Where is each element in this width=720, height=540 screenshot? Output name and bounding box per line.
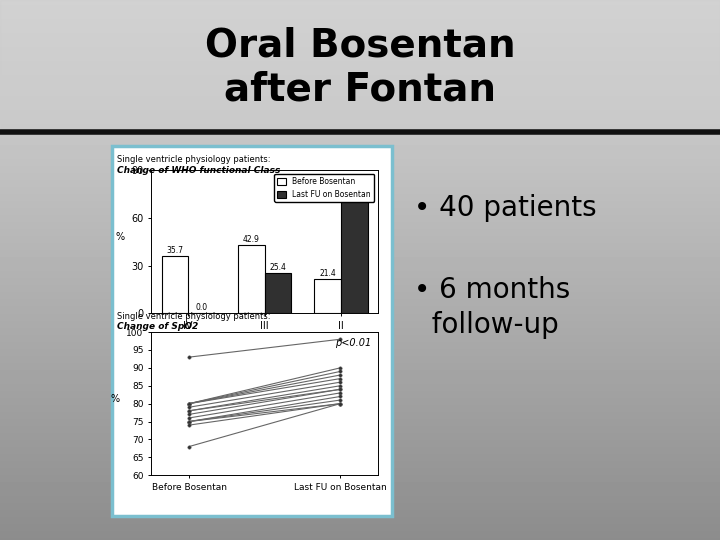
Text: 0.0: 0.0: [196, 303, 207, 312]
Y-axis label: %: %: [111, 394, 120, 403]
Legend: Before Bosentan, Last FU on Bosentan: Before Bosentan, Last FU on Bosentan: [274, 174, 374, 202]
Bar: [314, 279, 341, 313]
Text: 25.4: 25.4: [269, 262, 287, 272]
Text: 35.7: 35.7: [166, 246, 184, 255]
Text: 21.4: 21.4: [319, 269, 336, 278]
Text: p<0.01: p<0.01: [335, 338, 372, 348]
Y-axis label: %: %: [116, 232, 125, 241]
Text: 42.9: 42.9: [243, 235, 260, 244]
Bar: [0, 0, 720, 132]
Text: • 6 months
  follow-up: • 6 months follow-up: [414, 276, 570, 339]
Text: Change of WHO functional Class: Change of WHO functional Class: [117, 166, 281, 175]
Text: Single ventricle physiology patients:: Single ventricle physiology patients:: [117, 155, 271, 164]
Bar: [161, 256, 188, 313]
Bar: [265, 273, 292, 313]
X-axis label: WHOfunctional class: WHOfunctional class: [218, 336, 311, 346]
Text: Single ventricle physiology patients:: Single ventricle physiology patients:: [117, 312, 271, 321]
Bar: [238, 245, 265, 313]
Bar: [341, 199, 368, 313]
Text: Oral Bosentan
after Fontan: Oral Bosentan after Fontan: [204, 26, 516, 109]
Text: • 40 patients: • 40 patients: [414, 194, 597, 222]
Text: Change of SpO2: Change of SpO2: [117, 322, 199, 332]
Text: 71.5: 71.5: [346, 189, 363, 198]
